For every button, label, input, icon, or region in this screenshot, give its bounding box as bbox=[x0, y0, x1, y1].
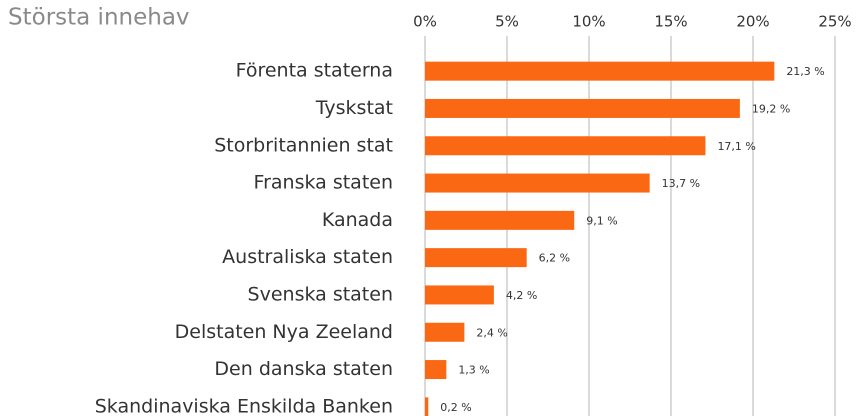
bar bbox=[425, 360, 447, 380]
x-tick-label: 15% bbox=[654, 13, 687, 31]
value-label: 1,3 % bbox=[458, 364, 489, 377]
bar bbox=[425, 397, 429, 416]
x-tick-label: 10% bbox=[572, 13, 605, 31]
category-label: Den danska staten bbox=[214, 358, 393, 380]
value-label: 19,2 % bbox=[752, 102, 790, 115]
category-label: Australiska staten bbox=[222, 246, 393, 268]
chart-title: Största innehav bbox=[8, 5, 190, 31]
bar bbox=[425, 285, 494, 305]
x-tick-label: 20% bbox=[736, 13, 769, 31]
category-label: Delstaten Nya Zeeland bbox=[175, 321, 393, 343]
category-label: Franska staten bbox=[254, 172, 393, 194]
value-label: 2,4 % bbox=[476, 326, 507, 339]
value-label: 0,2 % bbox=[440, 401, 471, 414]
x-tick-label: 0% bbox=[413, 13, 437, 31]
category-label: Skandinaviska Enskilda Banken bbox=[95, 395, 393, 416]
bar bbox=[425, 136, 706, 156]
category-label: Förenta staterna bbox=[236, 60, 393, 82]
bar bbox=[425, 248, 527, 268]
bar bbox=[425, 98, 740, 118]
value-label: 9,1 % bbox=[586, 214, 617, 227]
bar bbox=[425, 322, 465, 342]
value-label: 21,3 % bbox=[786, 65, 824, 78]
x-tick-label: 25% bbox=[818, 13, 851, 31]
value-label: 17,1 % bbox=[717, 140, 755, 153]
x-tick-label: 5% bbox=[495, 13, 519, 31]
category-label: Kanada bbox=[322, 209, 393, 231]
value-label: 13,7 % bbox=[662, 177, 700, 190]
value-label: 6,2 % bbox=[539, 252, 570, 265]
value-label: 4,2 % bbox=[506, 289, 537, 302]
bar bbox=[425, 210, 575, 230]
category-label: Storbritannien stat bbox=[214, 134, 393, 156]
category-label: Tyskstat bbox=[315, 97, 393, 119]
category-label: Svenska staten bbox=[248, 283, 393, 305]
bar bbox=[425, 61, 775, 81]
bar bbox=[425, 173, 650, 193]
